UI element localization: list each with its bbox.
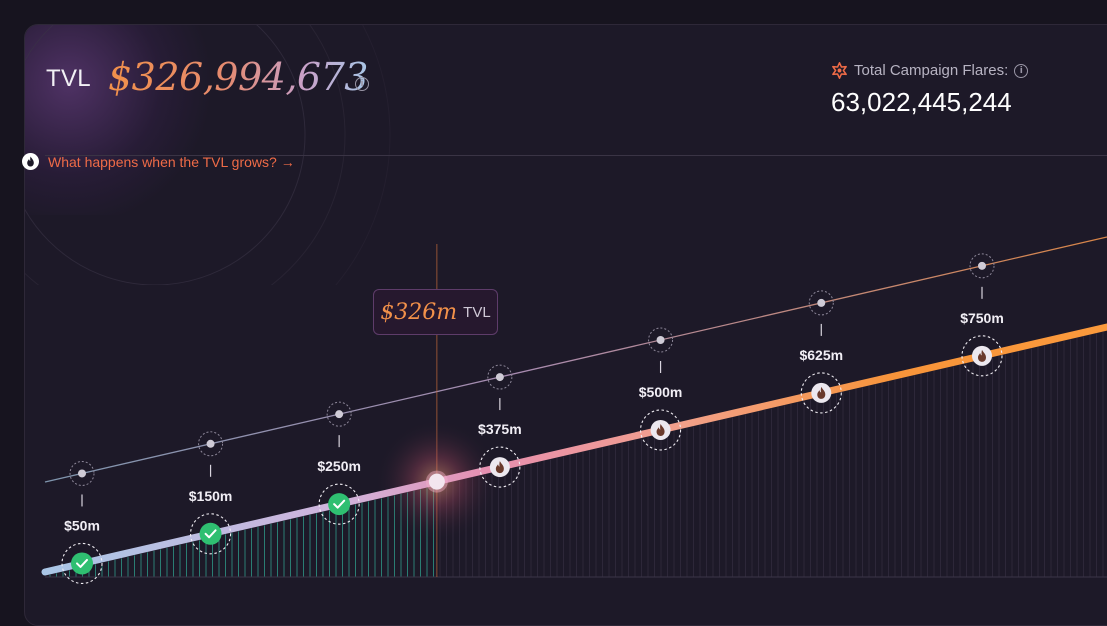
- tvl-label: TVL: [46, 65, 91, 92]
- milestone-label: $500m: [639, 384, 683, 400]
- flares-value: 63,022,445,244: [831, 87, 1012, 117]
- milestone-upper-dot: [817, 298, 826, 307]
- flame-glyph: [817, 386, 826, 399]
- milestone-upper-ring: [69, 460, 95, 486]
- flame-glyph: [978, 349, 986, 362]
- progress-fill: [49, 331, 1104, 577]
- milestone-50: $50m: [61, 460, 103, 585]
- milestone-label: $625m: [799, 347, 843, 363]
- tvl-milestone-chart: $50m $150m $250m $375m $500m $625m $750m: [41, 236, 1107, 585]
- tooltip-value: $326m: [380, 299, 458, 325]
- check-mark: [204, 529, 217, 539]
- milestone-label: $375m: [478, 421, 522, 437]
- milestone-upper-ring: [969, 253, 995, 279]
- flame-glyph: [656, 423, 665, 436]
- flares-info-icon[interactable]: i: [1014, 63, 1029, 78]
- milestone-250: $250m: [317, 401, 361, 525]
- milestone-ring: [318, 483, 360, 525]
- milestone-ring: [61, 542, 103, 585]
- milestone-375: $375m: [478, 364, 522, 488]
- tvl-value: $326,994,673: [108, 55, 368, 99]
- flare-star-icon: [832, 62, 847, 79]
- milestone-upper-ring: [326, 401, 352, 427]
- tooltip-unit: TVL: [463, 303, 491, 321]
- current-tvl-marker: [428, 473, 445, 490]
- milestone-upper-ring: [198, 431, 224, 457]
- milestone-upper-dot: [78, 469, 86, 478]
- milestone-label: $250m: [317, 458, 361, 474]
- upper-trend-line: [44, 236, 1107, 483]
- milestone-ring: [640, 409, 682, 451]
- milestone-150: $150m: [189, 431, 233, 555]
- check-icon: [199, 522, 222, 545]
- flares-label: Total Campaign Flares:: [854, 62, 1009, 79]
- milestone-label: $50m: [64, 517, 100, 533]
- tvl-info-icon[interactable]: i: [355, 77, 369, 91]
- milestone-upper-ring: [808, 290, 834, 316]
- check-icon: [328, 493, 351, 516]
- milestone-ring: [961, 335, 1003, 377]
- milestone-ring: [479, 446, 521, 488]
- milestone-upper-dot: [656, 335, 665, 344]
- milestone-750: $750m: [960, 253, 1004, 377]
- check-mark: [333, 499, 346, 509]
- milestone-upper-dot: [206, 439, 215, 448]
- milestone-upper-ring: [487, 364, 513, 390]
- milestone-upper-ring: [648, 327, 674, 353]
- milestone-upper-dot: [495, 373, 504, 382]
- flares-header: Total Campaign Flares: i: [831, 62, 1029, 79]
- milestone-ring: [800, 372, 842, 414]
- divider: [45, 155, 1107, 156]
- tvl-trend-line: [41, 323, 1107, 576]
- milestone-upper-dot: [978, 261, 986, 270]
- milestone-upper-dot: [335, 410, 344, 419]
- milestone-label: $150m: [189, 488, 233, 504]
- milestone-500: $500m: [639, 327, 683, 451]
- check-mark: [76, 558, 88, 568]
- milestone-ring: [190, 513, 232, 555]
- flame-glyph: [495, 461, 504, 474]
- tvl-grows-link-text: What happens when the TVL grows? →: [48, 153, 295, 170]
- check-icon: [71, 552, 93, 575]
- current-tvl-tooltip: $326m TVL: [373, 289, 498, 335]
- milestone-625: $625m: [799, 290, 843, 414]
- flame-badge-icon: [22, 153, 39, 170]
- milestone-label: $750m: [960, 310, 1004, 326]
- tvl-grows-link[interactable]: What happens when the TVL grows? →: [22, 153, 295, 170]
